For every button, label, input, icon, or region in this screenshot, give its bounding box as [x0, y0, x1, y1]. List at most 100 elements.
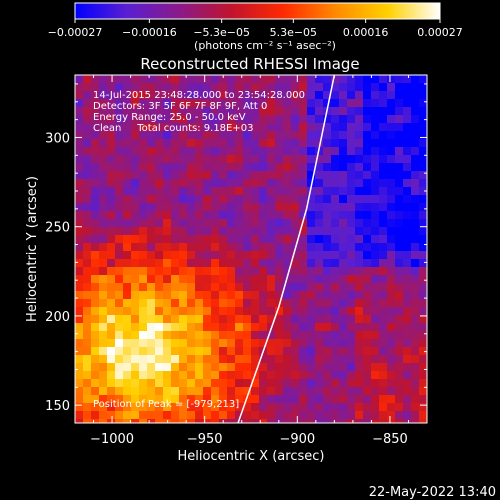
heatmap-cell — [299, 267, 307, 275]
heatmap-cell — [99, 227, 107, 235]
heatmap-cell — [323, 203, 331, 211]
heatmap-cell — [171, 283, 179, 291]
heatmap-cell — [387, 123, 395, 131]
heatmap-cell — [339, 115, 347, 123]
heatmap-cell — [283, 195, 291, 203]
heatmap-cell — [379, 299, 387, 307]
heatmap-cell — [243, 99, 251, 107]
heatmap-cell — [227, 187, 235, 195]
heatmap-cell — [355, 163, 363, 171]
heatmap-cell — [99, 99, 107, 107]
heatmap-cell — [363, 283, 371, 291]
heatmap-cell — [355, 267, 363, 275]
heatmap-cell — [339, 83, 347, 91]
heatmap-cell — [123, 291, 131, 299]
heatmap-cell — [203, 291, 211, 299]
heatmap-cell — [83, 323, 91, 331]
heatmap-cell — [91, 379, 99, 387]
heatmap-cell — [323, 419, 331, 423]
heatmap-cell — [259, 403, 267, 411]
heatmap-cell — [251, 267, 259, 275]
heatmap-cell — [339, 211, 347, 219]
heatmap-cell — [203, 283, 211, 291]
heatmap-cell — [323, 187, 331, 195]
heatmap-cell — [187, 107, 195, 115]
heatmap-cell — [107, 163, 115, 171]
heatmap-cell — [275, 299, 283, 307]
heatmap-cell — [299, 419, 307, 423]
heatmap-cell — [299, 323, 307, 331]
heatmap-cell — [419, 171, 427, 179]
heatmap-cell — [291, 131, 299, 139]
heatmap-cell — [195, 235, 203, 243]
heatmap-cell — [283, 99, 291, 107]
heatmap-cell — [299, 107, 307, 115]
heatmap-cell — [387, 283, 395, 291]
heatmap-cell — [75, 107, 83, 115]
heatmap-cell — [187, 291, 195, 299]
heatmap-cell — [331, 387, 339, 395]
heatmap-cell — [419, 403, 427, 411]
heatmap-cell — [307, 91, 315, 99]
heatmap-cell — [211, 107, 219, 115]
heatmap-cell — [75, 211, 83, 219]
heatmap-cell — [387, 139, 395, 147]
heatmap-cell — [291, 267, 299, 275]
heatmap-cell — [115, 355, 123, 363]
heatmap-cell — [203, 91, 211, 99]
heatmap-cell — [315, 355, 323, 363]
heatmap-cell — [259, 371, 267, 379]
heatmap-cell — [203, 107, 211, 115]
heatmap-cell — [179, 171, 187, 179]
heatmap-cell — [171, 395, 179, 403]
heatmap-cell — [411, 363, 419, 371]
heatmap-cell — [171, 107, 179, 115]
heatmap-cell — [219, 251, 227, 259]
heatmap-cell — [155, 275, 163, 283]
heatmap-cell — [179, 363, 187, 371]
heatmap-cell — [323, 363, 331, 371]
heatmap-cell — [283, 379, 291, 387]
heatmap-cell — [363, 339, 371, 347]
heatmap-cell — [339, 139, 347, 147]
heatmap-cell — [195, 307, 203, 315]
heatmap-cell — [203, 123, 211, 131]
heatmap-cell — [379, 235, 387, 243]
heatmap-cell — [139, 275, 147, 283]
heatmap-cell — [267, 371, 275, 379]
heatmap-cell — [195, 411, 203, 419]
heatmap-cell — [99, 187, 107, 195]
heatmap-cell — [219, 315, 227, 323]
heatmap-cell — [299, 203, 307, 211]
heatmap-cell — [259, 163, 267, 171]
heatmap-cell — [363, 363, 371, 371]
heatmap-cell — [179, 379, 187, 387]
heatmap-cell — [411, 75, 419, 83]
heatmap-cell — [419, 347, 427, 355]
heatmap-cell — [155, 123, 163, 131]
heatmap-cell — [211, 195, 219, 203]
heatmap-cell — [227, 91, 235, 99]
heatmap-cell — [115, 75, 123, 83]
heatmap-cell — [411, 107, 419, 115]
heatmap-cell — [171, 315, 179, 323]
heatmap-cell — [99, 251, 107, 259]
heatmap-cell — [123, 163, 131, 171]
heatmap-cell — [227, 387, 235, 395]
heatmap-cell — [139, 99, 147, 107]
heatmap-cell — [139, 195, 147, 203]
heatmap-cell — [283, 283, 291, 291]
heatmap-cell — [363, 371, 371, 379]
heatmap-cell — [347, 147, 355, 155]
heatmap-cell — [387, 379, 395, 387]
heatmap-cell — [83, 187, 91, 195]
heatmap-cell — [83, 179, 91, 187]
heatmap-cell — [171, 179, 179, 187]
heatmap-cell — [315, 323, 323, 331]
heatmap-cell — [203, 155, 211, 163]
heatmap-cell — [115, 323, 123, 331]
heatmap-cell — [123, 203, 131, 211]
heatmap-cell — [211, 387, 219, 395]
heatmap-cell — [203, 419, 211, 423]
